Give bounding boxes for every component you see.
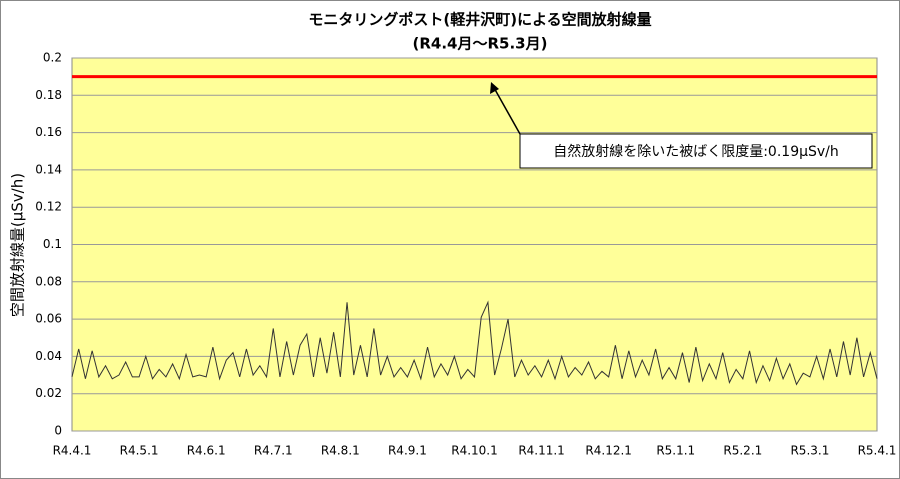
y-tick-label: 0.1 [43,237,62,251]
y-tick-label: 0.08 [35,274,62,288]
y-axis-label: 空間放射線量(μSv/h) [9,173,27,317]
y-tick-label: 0.2 [43,51,62,65]
data-line [71,300,878,386]
y-tick-label: 0.04 [35,349,62,363]
y-tick-label: 0.06 [35,312,62,326]
x-tick-label: R5.3.1 [790,444,829,458]
x-tick-label: R4.6.1 [187,444,226,458]
annotation-arrow [492,85,521,135]
y-tick-label: 0.18 [35,88,62,102]
x-tick-label: R4.5.1 [120,444,159,458]
arrow-head [490,82,499,94]
y-tick-label: 0.02 [35,386,62,400]
x-tick-label: R4.10.1 [451,444,498,458]
x-tick-label: R4.11.1 [518,444,565,458]
chart-title: モニタリングポスト(軽井沢町)による空間放射線量 [308,11,651,29]
y-tick-label: 0.14 [35,162,62,176]
x-tick-label: R4.9.1 [388,444,427,458]
y-tick-label: 0.12 [35,200,62,214]
x-tick-label: R4.7.1 [254,444,293,458]
chart-subtitle: (R4.4月〜R5.3月) [413,35,548,53]
x-tick-label: R5.2.1 [723,444,762,458]
y-tick-label: 0.16 [35,125,62,139]
x-tick-label: R5.1.1 [656,444,695,458]
annotation-box [519,133,873,169]
annotation-text: 自然放射線を除いた被ばく限度量:0.19μSv/h [553,143,839,160]
x-tick-label: R4.12.1 [585,444,632,458]
x-tick-label: R5.4.1 [858,444,897,458]
y-tick-label: 0 [54,424,62,438]
x-tick-label: R4.4.1 [53,444,92,458]
x-tick-label: R4.8.1 [321,444,360,458]
